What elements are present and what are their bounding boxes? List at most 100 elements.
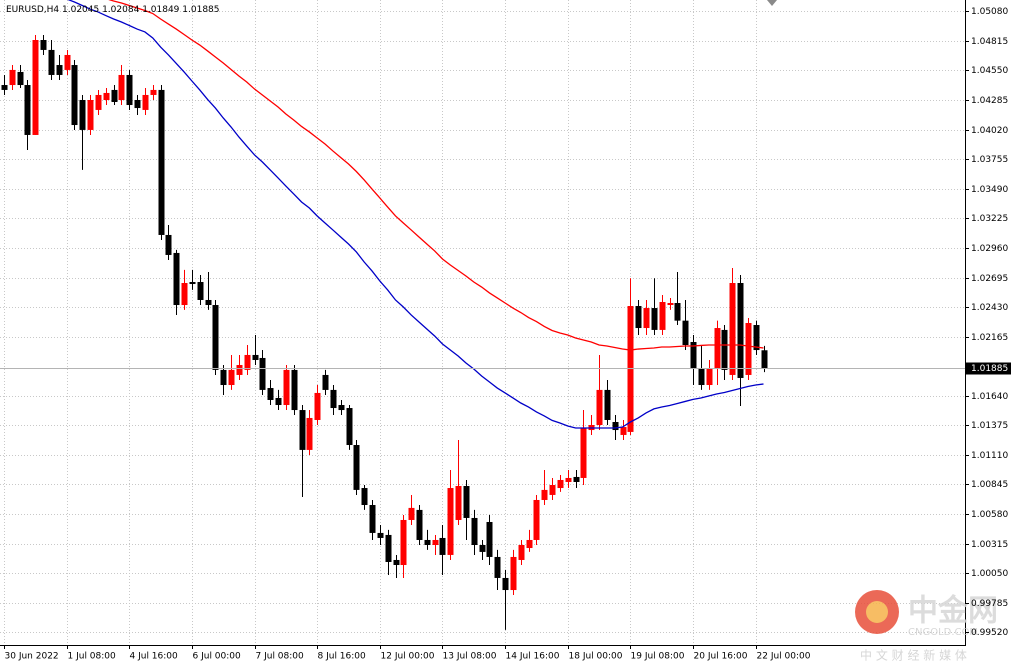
candle-body-up — [518, 545, 525, 560]
shift-marker — [767, 0, 777, 6]
candle-body-down — [439, 537, 446, 555]
candle-body-down — [291, 369, 298, 411]
candle-body-down — [165, 234, 172, 255]
candle-body-down — [416, 509, 423, 540]
symbol: EURUSD,H4 — [6, 5, 59, 15]
candle-body-down — [252, 354, 259, 360]
candle-body-down — [721, 329, 728, 370]
grid — [0, 0, 965, 645]
chart-title: EURUSD,H4 1.02045 1.02084 1.01849 1.0188… — [6, 5, 220, 15]
candle-body-up — [32, 39, 39, 135]
x-tick-label: 12 Jul 00:00 — [381, 652, 435, 662]
candle-body-up — [557, 479, 564, 489]
y-tick-label: 1.04285 — [971, 96, 1008, 106]
last-low: 1.01849 — [142, 5, 179, 15]
candle-body-down — [212, 305, 219, 370]
candle-body-down — [1, 85, 8, 90]
candle-body-down — [479, 545, 486, 552]
candle-body-down — [361, 488, 368, 506]
candle-body-up — [549, 485, 556, 495]
candle-body-down — [71, 65, 78, 126]
candle-body-up — [533, 499, 540, 540]
candle-body-down — [635, 306, 642, 329]
y-tick-label: 1.03490 — [971, 185, 1008, 195]
candle-body-up — [87, 99, 94, 130]
x-tick-label: 18 Jul 00:00 — [569, 652, 623, 662]
candle-body-up — [283, 369, 290, 406]
candle-body-down — [682, 320, 689, 346]
candle-body-up — [580, 428, 587, 478]
y-tick-label: 1.01375 — [971, 421, 1008, 431]
y-tick-label: 1.03225 — [971, 214, 1008, 224]
x-tick-label: 8 Jul 16:00 — [318, 652, 367, 662]
candle-body-down — [753, 325, 760, 351]
candle-body-down — [330, 389, 337, 409]
watermark: 中金网 CNGOLD.COM 中 文 财 经 新 媒 体 — [855, 590, 998, 663]
candle-body-down — [197, 281, 204, 300]
y-tick-label: 1.04550 — [971, 66, 1008, 76]
y-tick-label: 1.00315 — [971, 540, 1008, 550]
moving-average — [108, 0, 764, 351]
candle-body-up — [706, 368, 713, 386]
candle-body-down — [385, 534, 392, 562]
candle-body-up — [455, 486, 462, 520]
candle-body-up — [236, 365, 243, 375]
candle-body-down — [369, 505, 376, 533]
y-tick-label: 1.00845 — [971, 480, 1008, 490]
candle-body-up — [64, 54, 71, 70]
candle-body-down — [322, 374, 329, 390]
candle-body-up — [181, 283, 188, 306]
y-tick-label: 1.00580 — [971, 510, 1008, 520]
candle-body-down — [56, 65, 63, 75]
candle-body-up — [118, 74, 125, 100]
y-tick-label: 1.01110 — [971, 451, 1008, 461]
moving-average — [67, 0, 764, 429]
candle-body-down — [220, 369, 227, 386]
candle-body-down — [134, 99, 141, 109]
candle-body-down — [486, 521, 493, 557]
candle-body-up — [659, 301, 666, 330]
candle-body-down — [463, 486, 470, 518]
watermark-brand: 中金网 — [908, 594, 998, 629]
candle-body-down — [604, 389, 611, 420]
candle-body-down — [377, 532, 384, 538]
candle-body-down — [424, 539, 431, 546]
candle-body-down — [674, 303, 681, 321]
y-tick-label: 1.02430 — [971, 303, 1008, 313]
candle-body-up — [9, 69, 16, 86]
candle-body-down — [275, 397, 282, 406]
y-tick-label: 1.04020 — [971, 126, 1008, 136]
candle-body-down — [189, 281, 196, 285]
candle-body-up — [408, 507, 415, 520]
candle-body-down — [158, 89, 165, 235]
candle-body-down — [353, 445, 360, 490]
y-tick-label: 0.99520 — [971, 628, 1008, 638]
candle-body-down — [338, 405, 345, 411]
candle-body-down — [612, 421, 619, 431]
candle-body-up — [510, 556, 517, 591]
x-tick-label: 20 Jul 16:00 — [694, 652, 748, 662]
candle-body-up — [103, 92, 110, 100]
candle-body-down — [737, 283, 744, 378]
x-tick-label: 22 Jul 00:00 — [757, 652, 811, 662]
candle-body-down — [761, 350, 768, 369]
candle-body-down — [502, 577, 509, 591]
x-tick-label: 4 Jul 16:00 — [130, 652, 179, 662]
candle-body-down — [651, 308, 658, 330]
x-tick-label: 7 Jul 08:00 — [256, 652, 305, 662]
candle-body-up — [643, 308, 650, 329]
y-tick-label: 1.04815 — [971, 37, 1008, 47]
y-tick-label: 1.00050 — [971, 569, 1008, 579]
y-tick-label: 1.02165 — [971, 333, 1008, 343]
candle-body-down — [126, 74, 133, 106]
candle-body-down — [79, 99, 86, 130]
candle-body-up — [745, 323, 752, 375]
x-tick-label: 1 Jul 08:00 — [68, 652, 117, 662]
candle-body-down — [40, 39, 47, 50]
candle-body-up — [620, 427, 627, 435]
candle-body-up — [314, 392, 321, 420]
candle-body-up — [142, 94, 149, 110]
candle-body-up — [306, 417, 313, 450]
